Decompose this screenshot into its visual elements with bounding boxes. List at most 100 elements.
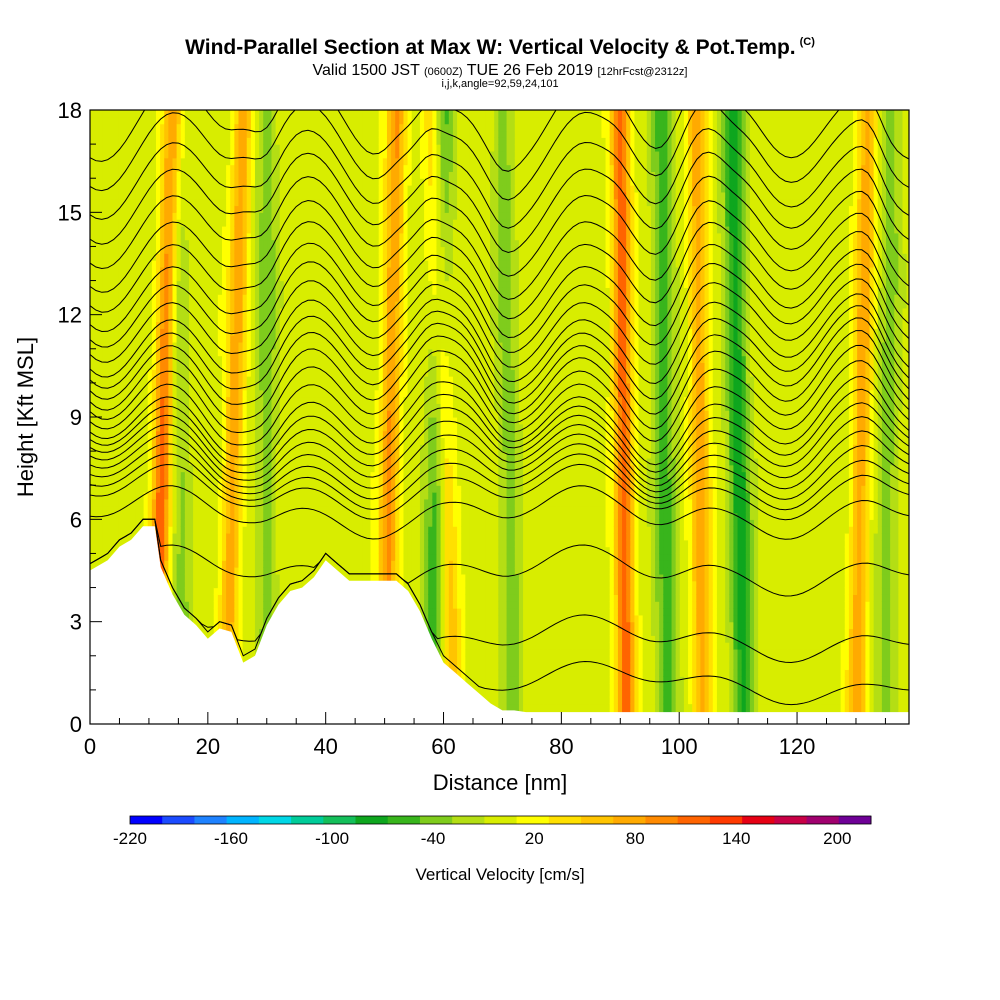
velocity-cell xyxy=(180,594,186,602)
velocity-cell xyxy=(151,212,157,220)
velocity-cell xyxy=(118,430,124,439)
velocity-cell xyxy=(193,608,198,616)
velocity-cell xyxy=(213,253,219,261)
velocity-cell xyxy=(213,614,219,623)
velocity-cell xyxy=(164,150,169,159)
velocity-cell xyxy=(106,314,112,323)
velocity-cell xyxy=(246,287,252,295)
velocity-cell xyxy=(267,512,273,520)
velocity-cell xyxy=(106,382,112,391)
velocity-cell xyxy=(106,150,112,159)
velocity-cell xyxy=(234,123,240,132)
velocity-cell xyxy=(250,225,256,234)
velocity-cell xyxy=(176,328,182,336)
velocity-cell xyxy=(188,307,194,316)
velocity-cell xyxy=(296,560,301,568)
velocity-cell xyxy=(221,335,227,343)
velocity-cell xyxy=(238,225,244,234)
velocity-cell xyxy=(250,185,256,193)
velocity-cell xyxy=(238,301,244,309)
velocity-cell xyxy=(246,594,252,602)
velocity-cell xyxy=(193,321,198,329)
velocity-cell xyxy=(168,546,174,555)
velocity-cell xyxy=(106,301,112,309)
velocity-cell xyxy=(102,382,108,391)
velocity-cell xyxy=(267,137,273,145)
velocity-cell xyxy=(98,328,103,336)
velocity-cell xyxy=(193,348,198,357)
velocity-cell xyxy=(118,471,124,479)
velocity-cell xyxy=(226,287,231,295)
velocity-cell xyxy=(176,498,182,507)
velocity-cell xyxy=(90,382,95,391)
velocity-cell xyxy=(197,294,202,302)
velocity-cell xyxy=(123,457,128,466)
velocity-cell xyxy=(275,410,281,418)
velocity-cell xyxy=(267,580,273,589)
velocity-cell xyxy=(259,171,264,179)
velocity-cell xyxy=(168,287,174,295)
velocity-cell xyxy=(246,150,252,159)
velocity-cell xyxy=(234,614,240,623)
velocity-cell xyxy=(267,587,273,595)
velocity-cell xyxy=(180,341,186,350)
velocity-cell xyxy=(292,260,297,268)
velocity-cell xyxy=(275,212,281,220)
velocity-cell xyxy=(308,553,314,561)
velocity-cell xyxy=(234,116,240,125)
velocity-cell xyxy=(275,539,281,548)
velocity-cell xyxy=(292,519,297,527)
velocity-cell xyxy=(131,369,136,377)
velocity-cell xyxy=(217,389,223,398)
velocity-cell xyxy=(234,553,240,561)
velocity-cell xyxy=(160,382,165,391)
velocity-cell xyxy=(106,321,112,329)
velocity-cell xyxy=(254,328,260,336)
velocity-cell xyxy=(205,116,211,125)
velocity-cell xyxy=(118,164,124,172)
velocity-cell xyxy=(213,485,219,493)
velocity-cell xyxy=(180,294,186,302)
velocity-cell xyxy=(94,123,99,132)
velocity-cell xyxy=(254,266,260,275)
velocity-cell xyxy=(213,573,219,582)
velocity-cell xyxy=(263,423,268,432)
velocity-cell xyxy=(118,512,124,520)
velocity-cell xyxy=(263,294,268,302)
velocity-cell xyxy=(217,328,223,336)
velocity-cell xyxy=(114,532,120,541)
velocity-cell xyxy=(102,457,108,466)
velocity-cell xyxy=(168,560,174,568)
velocity-cell xyxy=(180,505,186,514)
velocity-cell xyxy=(160,553,165,561)
velocity-cell xyxy=(168,457,174,466)
velocity-cell xyxy=(147,376,153,384)
velocity-cell xyxy=(226,335,231,343)
velocity-cell xyxy=(164,144,169,152)
velocity-cell xyxy=(246,389,252,398)
velocity-cell xyxy=(275,273,281,282)
velocity-cell xyxy=(172,573,178,582)
velocity-cell xyxy=(275,198,281,207)
velocity-cell xyxy=(147,512,153,520)
velocity-cell xyxy=(143,451,149,459)
velocity-cell xyxy=(164,355,169,364)
velocity-cell xyxy=(201,157,207,166)
velocity-cell xyxy=(114,239,120,248)
velocity-cell xyxy=(118,362,124,370)
velocity-cell xyxy=(205,178,211,186)
velocity-cell xyxy=(221,430,227,439)
velocity-cell xyxy=(143,505,149,514)
velocity-cell xyxy=(254,335,260,343)
velocity-cell xyxy=(201,567,207,575)
velocity-cell xyxy=(127,301,132,309)
velocity-cell xyxy=(106,471,112,479)
velocity-cell xyxy=(118,417,124,425)
velocity-cell xyxy=(193,171,198,179)
velocity-cell xyxy=(230,389,235,398)
velocity-cell xyxy=(110,492,116,500)
velocity-cell xyxy=(168,185,174,193)
velocity-cell xyxy=(287,144,293,152)
velocity-cell xyxy=(300,532,306,541)
velocity-cell xyxy=(259,164,264,172)
